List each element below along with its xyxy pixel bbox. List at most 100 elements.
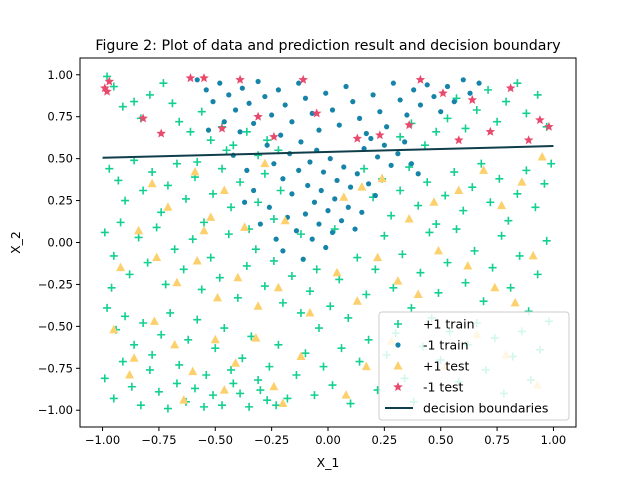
train-neg-point <box>404 112 410 118</box>
train-pos-point <box>319 362 328 371</box>
train-pos-point <box>118 102 127 111</box>
test-neg-point <box>298 74 308 84</box>
train-pos-point <box>105 164 114 173</box>
legend-star-swatch <box>393 382 403 391</box>
test-pos-point <box>393 276 403 285</box>
test-pos-point <box>357 182 367 191</box>
train-pos-point <box>236 389 245 398</box>
x-axis-label: X_1 <box>317 455 340 470</box>
train-pos-point <box>420 141 429 150</box>
train-pos-point <box>495 174 504 183</box>
train-neg-point <box>402 139 408 145</box>
train-pos-point <box>459 206 468 215</box>
train-neg-point <box>352 226 358 232</box>
train-pos-point <box>337 344 346 353</box>
test-pos-point <box>147 178 157 188</box>
train-neg-point <box>397 97 403 103</box>
train-pos-point <box>152 223 161 232</box>
legend-dot-swatch <box>395 342 401 348</box>
test-pos-point <box>163 202 173 211</box>
train-pos-point <box>148 168 157 177</box>
y-tick-label: 0.50 <box>47 152 73 166</box>
train-pos-point <box>387 211 396 220</box>
test-pos-point <box>109 324 119 334</box>
chart-title: Figure 2: Plot of data and prediction re… <box>95 38 560 54</box>
train-neg-point <box>329 107 336 113</box>
train-neg-point <box>341 164 347 170</box>
train-pos-point <box>283 394 292 403</box>
train-pos-point <box>362 290 371 299</box>
train-pos-point <box>186 127 195 136</box>
train-neg-point <box>255 78 261 85</box>
train-neg-point <box>316 221 322 227</box>
train-pos-point <box>200 218 208 227</box>
train-pos-point <box>441 191 450 200</box>
train-neg-point <box>269 112 275 118</box>
train-pos-point <box>364 335 373 344</box>
train-pos-point <box>263 396 272 405</box>
train-pos-point <box>139 186 148 195</box>
train-neg-point <box>271 161 277 167</box>
train-pos-point <box>371 265 380 274</box>
train-pos-point <box>134 233 143 242</box>
train-pos-point <box>206 136 215 145</box>
train-neg-point <box>251 187 257 194</box>
train-pos-point <box>157 208 166 217</box>
train-pos-point <box>154 387 163 396</box>
test-pos-point <box>510 297 520 307</box>
test-neg-point <box>138 113 148 123</box>
test-neg-point <box>185 73 196 83</box>
test-neg-point <box>235 74 245 84</box>
test-pos-point <box>188 366 198 376</box>
train-pos-point <box>312 265 321 274</box>
train-pos-point <box>168 99 177 108</box>
train-pos-point <box>143 258 152 267</box>
train-neg-point <box>381 142 387 148</box>
train-neg-point <box>217 80 223 86</box>
train-pos-point <box>145 365 154 374</box>
train-pos-point <box>470 246 479 255</box>
test-pos-point <box>490 282 500 292</box>
y-tick-label: −0.25 <box>38 277 73 291</box>
x-tick-label: 0.75 <box>484 433 510 447</box>
train-pos-point <box>513 79 522 88</box>
train-pos-point <box>109 82 118 91</box>
train-neg-point <box>262 93 268 100</box>
train-pos-point <box>443 258 452 267</box>
test-pos-point <box>210 334 220 344</box>
test-neg-point <box>199 73 209 83</box>
train-neg-point <box>363 130 369 137</box>
train-pos-point <box>121 196 130 205</box>
train-pos-point <box>136 401 145 410</box>
train-pos-point <box>533 270 542 279</box>
train-neg-point <box>325 208 331 214</box>
train-pos-point <box>434 288 443 297</box>
train-pos-point <box>540 179 549 188</box>
train-pos-point <box>502 97 511 106</box>
train-pos-point <box>197 285 206 294</box>
train-neg-point <box>354 171 360 177</box>
train-neg-point <box>203 87 209 93</box>
test-pos-point <box>170 339 180 349</box>
train-neg-point <box>467 90 473 96</box>
train-neg-point <box>226 92 232 98</box>
series--1-test <box>109 151 547 408</box>
train-neg-point <box>318 187 324 194</box>
train-neg-point <box>332 196 338 202</box>
legend-item: -1 train <box>395 338 469 353</box>
test-neg-point <box>269 131 279 141</box>
x-tick-label: 0.00 <box>315 433 341 447</box>
train-pos-point <box>506 283 515 292</box>
train-neg-point <box>246 100 252 106</box>
train-pos-point <box>172 379 181 388</box>
train-neg-point <box>232 107 239 113</box>
test-pos-point <box>361 361 371 371</box>
train-pos-point <box>522 109 531 118</box>
train-neg-point <box>368 135 374 142</box>
train-neg-point <box>370 92 376 98</box>
train-pos-point <box>355 357 364 366</box>
train-pos-point <box>531 203 540 212</box>
test-pos-point <box>251 333 261 342</box>
